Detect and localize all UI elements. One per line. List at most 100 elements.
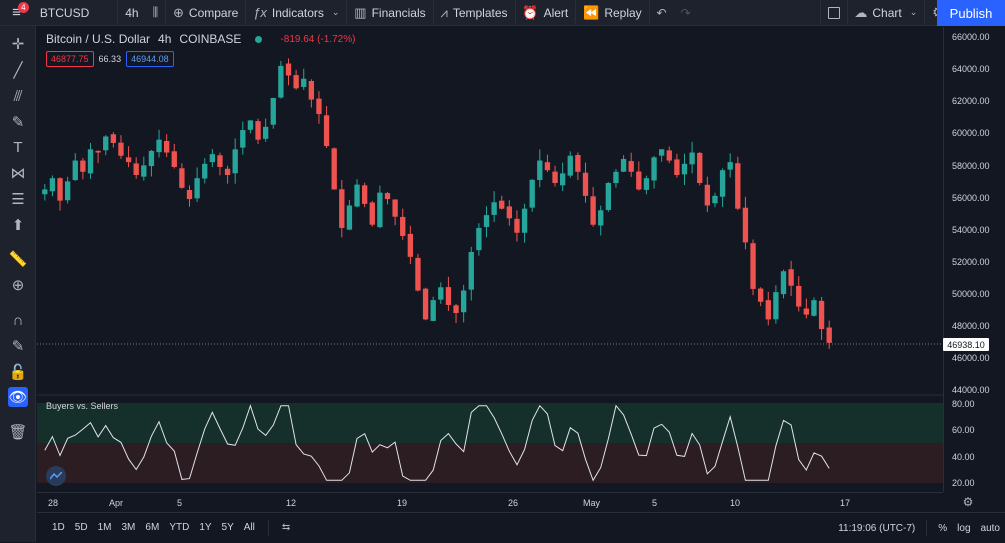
replay-button[interactable]: ⏪ Replay <box>576 0 649 26</box>
trend-line-icon[interactable]: ╱ <box>13 62 23 79</box>
chevron-down-icon: ⌄ <box>909 7 918 17</box>
text-icon[interactable]: T <box>13 138 23 156</box>
candle-body <box>590 196 596 225</box>
candle-body <box>361 185 368 204</box>
bottom-toolbar: 1D 5D 1M 3M 6M YTD 1Y 5Y All ⇆ 11:19:06 … <box>37 512 1005 542</box>
candle-body <box>354 184 360 207</box>
clock-time[interactable]: 11:19:06 (UTC-7) <box>838 522 916 534</box>
brush-icon[interactable]: ✎ <box>11 114 25 131</box>
candle-body <box>567 155 573 176</box>
candle-body <box>141 165 147 177</box>
compare-button[interactable]: ⊕ Compare <box>166 0 245 26</box>
chart-style-button[interactable]: ⫼ <box>146 0 166 26</box>
candle-body <box>803 308 810 315</box>
ruler-icon[interactable]: 📏 <box>8 251 28 268</box>
time-label: 26 <box>508 498 519 508</box>
zoom-in-icon[interactable]: ⊕ <box>11 277 25 294</box>
pattern-icon[interactable]: ⋈ <box>10 165 26 182</box>
price-label: 60000.00 <box>952 128 990 138</box>
price-label: 48000.00 <box>952 321 990 331</box>
range-5y[interactable]: 5Y <box>221 522 234 533</box>
buyers-sellers-line <box>44 404 830 482</box>
hide-drawings-icon[interactable]: 👁 <box>8 387 28 407</box>
candle-body <box>293 75 299 89</box>
candle-body <box>818 300 825 330</box>
candle-body <box>727 162 733 170</box>
candle-body <box>232 149 238 174</box>
indicator-upper-zone <box>37 403 943 443</box>
time-axis[interactable]: 28 Apr 5 12 19 26 May 5 10 17 <box>37 492 943 512</box>
range-ytd[interactable]: YTD <box>169 522 190 533</box>
candle-body <box>255 121 261 140</box>
percent-toggle[interactable]: % <box>938 522 948 534</box>
top-toolbar: ≡ 4 BTCUSD 4h ⫼ ⊕ Compare ƒx Indicators ⌄ ▥… <box>0 0 1005 26</box>
range-1d[interactable]: 1D <box>52 522 65 533</box>
candle-body <box>582 172 589 196</box>
publish-button[interactable]: Publish <box>937 0 1005 26</box>
crosshair-icon[interactable]: ✛ <box>11 36 25 53</box>
candle-body <box>384 193 391 200</box>
chart-layout-button[interactable]: ☁ Chart ⌄ <box>847 0 924 26</box>
time-label: 28 <box>48 498 59 508</box>
time-label: 5 <box>177 498 183 508</box>
square-icon <box>827 6 840 19</box>
price-axis[interactable]: 66000.00 64000.00 62000.00 60000.00 5800… <box>943 27 1005 492</box>
interval-button[interactable]: 4h <box>118 0 145 26</box>
templates-button[interactable]: ⩘ Templates <box>433 0 514 26</box>
redo-button[interactable]: ↷ <box>674 0 698 26</box>
alert-button[interactable]: ⏰ Alert <box>515 0 575 26</box>
arrow-up-icon[interactable]: ⬆ <box>11 217 25 234</box>
lock-icon[interactable]: 🔓 <box>8 364 28 381</box>
financials-button[interactable]: ▥ Financials <box>347 0 432 26</box>
bid-ask-values: 46877.75 66.33 46944.08 <box>46 51 174 67</box>
price-chart[interactable] <box>37 27 943 492</box>
market-status-dot <box>255 35 263 43</box>
range-1y[interactable]: 1Y <box>199 522 212 533</box>
ask-price[interactable]: 46944.08 <box>126 51 174 67</box>
current-price-tag: 46938.10 <box>943 338 989 351</box>
goto-date-icon[interactable]: ⇆ <box>281 522 291 533</box>
range-1m[interactable]: 1M <box>97 522 112 533</box>
candle-body <box>605 183 612 210</box>
indicator-axis-label: 80.00 <box>952 399 975 409</box>
range-3m[interactable]: 3M <box>121 522 136 533</box>
candle-body <box>506 206 513 219</box>
candle-body <box>369 202 375 225</box>
magnet-icon[interactable]: ∩ <box>12 311 24 329</box>
range-all[interactable]: All <box>243 522 255 533</box>
layout-button[interactable] <box>821 0 847 26</box>
candle-body <box>125 157 132 163</box>
candle-body <box>285 63 292 76</box>
undo-button[interactable]: ↶ <box>650 0 674 26</box>
range-5d[interactable]: 5D <box>74 522 88 533</box>
indicator-axis-label: 60.00 <box>952 425 975 435</box>
candle-body <box>262 126 269 139</box>
trash-icon[interactable]: 🗑 <box>8 424 28 441</box>
auto-toggle[interactable]: auto <box>980 522 1000 534</box>
range-6m[interactable]: 6M <box>145 522 160 533</box>
bid-price[interactable]: 46877.75 <box>46 51 94 67</box>
fib-icon[interactable]: ⫻ <box>13 87 23 105</box>
alarm-clock-icon: ⏰ <box>522 4 539 20</box>
symbol-search[interactable]: BTCUSD <box>33 0 117 26</box>
indicator-title[interactable]: Buyers vs. Sellers <box>46 401 119 411</box>
candle-body <box>826 327 832 343</box>
prediction-icon[interactable]: ☰ <box>11 191 25 208</box>
candle-body <box>544 162 551 171</box>
menu-button[interactable]: ≡ 4 <box>0 0 33 26</box>
time-label: 12 <box>286 498 297 508</box>
candle-body <box>87 149 94 174</box>
cloud-icon: ☁ <box>854 4 868 20</box>
hamburger-icon: ≡ <box>12 4 21 21</box>
indicators-button[interactable]: ƒx Indicators ⌄ <box>246 0 346 26</box>
chart-label: Chart <box>872 5 902 20</box>
lock-drawing-icon[interactable]: ✎ <box>11 338 25 355</box>
alert-label: Alert <box>543 5 569 20</box>
redo-icon: ↷ <box>680 5 691 20</box>
tradingview-logo-icon[interactable] <box>46 466 66 486</box>
candle-body <box>765 300 771 320</box>
price-label: 58000.00 <box>952 161 990 171</box>
spread-value: 66.33 <box>98 54 122 64</box>
log-toggle[interactable]: log <box>957 522 971 534</box>
axis-settings-gear-icon[interactable]: ⚙ <box>962 495 974 509</box>
